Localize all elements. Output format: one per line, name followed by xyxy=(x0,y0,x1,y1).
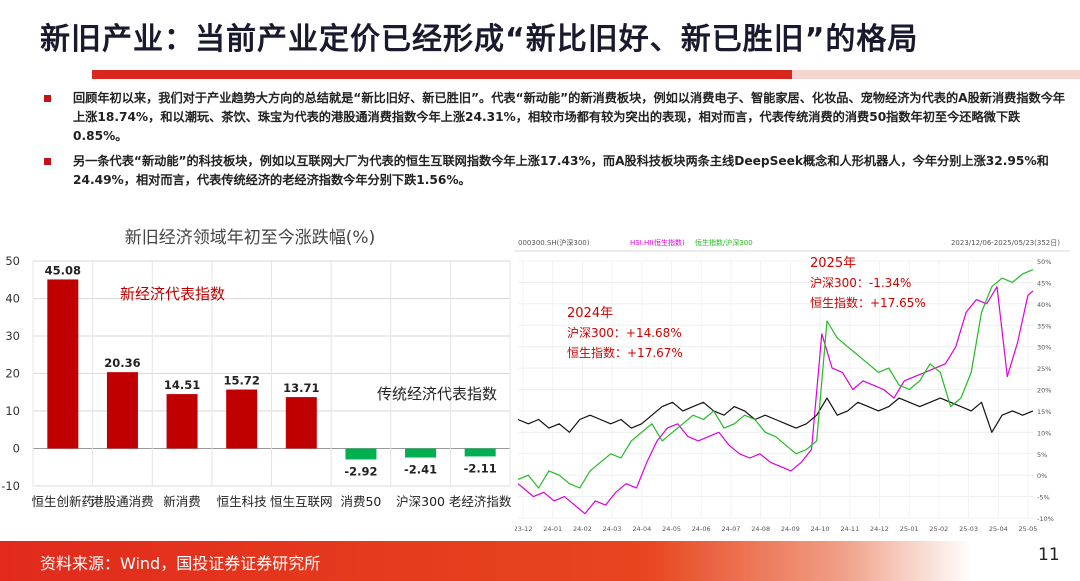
x-tick-label: 24-05 xyxy=(662,525,681,533)
x-tick-label: 24-03 xyxy=(603,525,622,533)
x-tick-label: 24-04 xyxy=(632,525,651,533)
bar xyxy=(47,279,79,449)
y-tick-label: 10% xyxy=(1037,429,1051,437)
y-tick-label: -10% xyxy=(1037,515,1054,523)
x-tick-label: 消费50 xyxy=(340,494,381,509)
y-tick-label: 25% xyxy=(1037,365,1051,373)
x-tick-label: 24-11 xyxy=(840,525,859,533)
x-tick-label: 25-02 xyxy=(929,525,948,533)
bullet-square-icon xyxy=(44,158,51,165)
x-tick-label: 25-05 xyxy=(1019,525,1038,533)
bullet-text: 另一条代表“新动能”的科技板块，例如以互联网大厂为代表的恒生互联网指数今年上涨1… xyxy=(73,154,1049,187)
bar xyxy=(285,397,317,449)
x-tick-label: 沪深300 xyxy=(396,494,445,509)
series-line xyxy=(517,397,1034,433)
y-tick-label: 0 xyxy=(13,442,20,456)
x-tick-label: 25-03 xyxy=(959,525,978,533)
bar xyxy=(106,372,138,449)
x-tick-label: 23-12 xyxy=(515,525,532,533)
y-tick-label: -5% xyxy=(1037,494,1050,502)
x-tick-label: 恒生互联网 xyxy=(270,494,333,509)
chart-title: 新旧经济领域年初至今涨跌幅(%) xyxy=(125,228,375,248)
y-tick-label: 50% xyxy=(1037,258,1051,266)
x-tick-label: 24-01 xyxy=(543,525,562,533)
y-tick-label: -10 xyxy=(1,479,20,493)
x-tick-label: 新消费 xyxy=(163,494,201,509)
series-line xyxy=(517,269,1034,489)
x-tick-label: 24-12 xyxy=(870,525,889,533)
y-tick-label: 45% xyxy=(1037,279,1051,287)
data-label: 15.72 xyxy=(223,374,259,388)
page-number: 11 xyxy=(1038,545,1060,565)
x-tick-label: 24-07 xyxy=(721,525,740,533)
x-tick-label: 24-02 xyxy=(573,525,592,533)
bullet-item-1: 回顾年初以来，我们对于产业趋势大方向的总结就是“新比旧好、新已胜旧”。代表“新动… xyxy=(40,89,1072,146)
y-tick-label: 20% xyxy=(1037,387,1051,395)
bullet-square-icon xyxy=(44,95,51,102)
annotation-new-economy: 新经济代表指数 xyxy=(120,285,225,303)
legend-entry: 恒生指数/沪深300 xyxy=(695,238,753,247)
chart-header-right: 2023/12/06-2025/05/23(352日) xyxy=(951,239,1060,247)
data-label: -2.11 xyxy=(464,461,497,475)
x-tick-label: 24-08 xyxy=(751,525,770,533)
bar xyxy=(166,394,198,449)
bar-chart: 新旧经济领域年初至今涨跌幅(%) -10 0 10 20 30 40 50 45.08 恒生创新药… xyxy=(1,228,512,509)
bullet-text: 回顾年初以来，我们对于产业趋势大方向的总结就是“新比旧好、新已胜旧”。代表“新动… xyxy=(73,91,1066,143)
x-tick-label: 25-01 xyxy=(900,525,919,533)
line-chart: 000300.SH(沪深300) HSI.HI(恒生指数) 恒生指数/沪深300 20… xyxy=(515,238,1070,533)
x-tick-label: 港股通消费 xyxy=(91,494,154,509)
bullet-item-2: 另一条代表“新动能”的科技板块，例如以互联网大厂为代表的恒生互联网指数今年上涨1… xyxy=(40,152,1072,190)
data-label: -2.41 xyxy=(404,463,437,477)
annotation-2024-line: 恒生指数：+17.67% xyxy=(567,345,683,360)
chart-header-left: 000300.SH(沪深300) xyxy=(518,238,590,247)
bar xyxy=(405,448,437,458)
y-tick-label: 0% xyxy=(1037,472,1047,480)
annotation-old-economy: 传统经济代表指数 xyxy=(377,385,497,403)
x-tick-label: 恒生创新药 xyxy=(32,494,95,509)
bar xyxy=(464,448,496,457)
footer-source: 资料来源：Wind，国投证券证券研究所 xyxy=(40,554,321,573)
bullet-list: 回顾年初以来，我们对于产业趋势大方向的总结就是“新比旧好、新已胜旧”。代表“新动… xyxy=(40,89,1072,196)
y-tick-label: 30 xyxy=(5,329,20,343)
x-tick-label: 恒生科技 xyxy=(217,494,268,509)
y-tick-label: 35% xyxy=(1037,322,1051,330)
x-tick-label: 24-06 xyxy=(692,525,711,533)
annotation-2025-line: 恒生指数：+17.65% xyxy=(810,295,926,310)
title-underline-accent xyxy=(792,70,1080,79)
annotation-2024-line: 沪深300：+14.68% xyxy=(567,326,682,340)
legend-entry: HSI.HI(恒生指数) xyxy=(630,238,685,247)
data-label: 20.36 xyxy=(104,356,140,370)
y-tick-label: 40% xyxy=(1037,301,1051,309)
x-tick-label: 24-10 xyxy=(811,525,830,533)
y-tick-label: 50 xyxy=(5,254,20,268)
y-tick-label: 40 xyxy=(5,292,20,306)
y-tick-label: 10 xyxy=(5,404,20,418)
bar xyxy=(345,448,377,460)
x-tick-label: 25-04 xyxy=(989,525,1008,533)
annotation-2025-line: 沪深300：-1.34% xyxy=(810,276,911,290)
data-label: 13.71 xyxy=(283,381,319,395)
annotation-2024-title: 2024年 xyxy=(567,306,613,321)
y-tick-label: 20 xyxy=(5,367,20,381)
annotation-2025-title: 2025年 xyxy=(810,256,856,271)
title-underline xyxy=(92,70,792,79)
bar xyxy=(226,389,258,449)
y-tick-label: 15% xyxy=(1037,408,1051,416)
data-label: 45.08 xyxy=(45,263,81,277)
y-tick-label: 5% xyxy=(1037,451,1047,459)
series-line xyxy=(517,286,1034,515)
page-title: 新旧产业：当前产业定价已经形成“新比旧好、新已胜旧”的格局 xyxy=(40,22,919,57)
x-tick-label: 24-09 xyxy=(781,525,800,533)
data-label: -2.92 xyxy=(344,464,377,478)
data-label: 14.51 xyxy=(164,378,200,392)
footer-bar: 资料来源：Wind，国投证券证券研究所 xyxy=(0,541,1080,581)
x-tick-label: 老经济指数 xyxy=(449,494,512,509)
y-tick-label: 30% xyxy=(1037,344,1051,352)
